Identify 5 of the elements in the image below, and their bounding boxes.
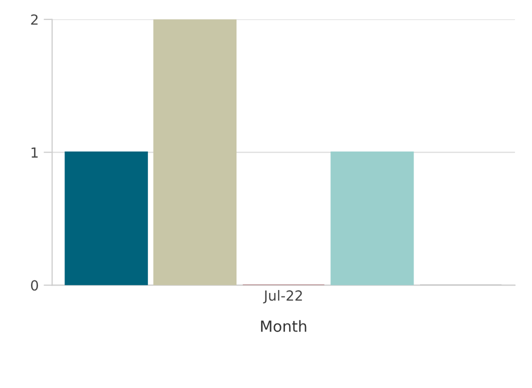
y-tick-label: 1 (32, 147, 38, 158)
x-axis-title: Month (261, 320, 306, 332)
x-tick-label: Jul-22 (263, 290, 302, 304)
y-tick-label: 0 (31, 280, 38, 291)
y-tick-label: 2 (31, 14, 38, 25)
